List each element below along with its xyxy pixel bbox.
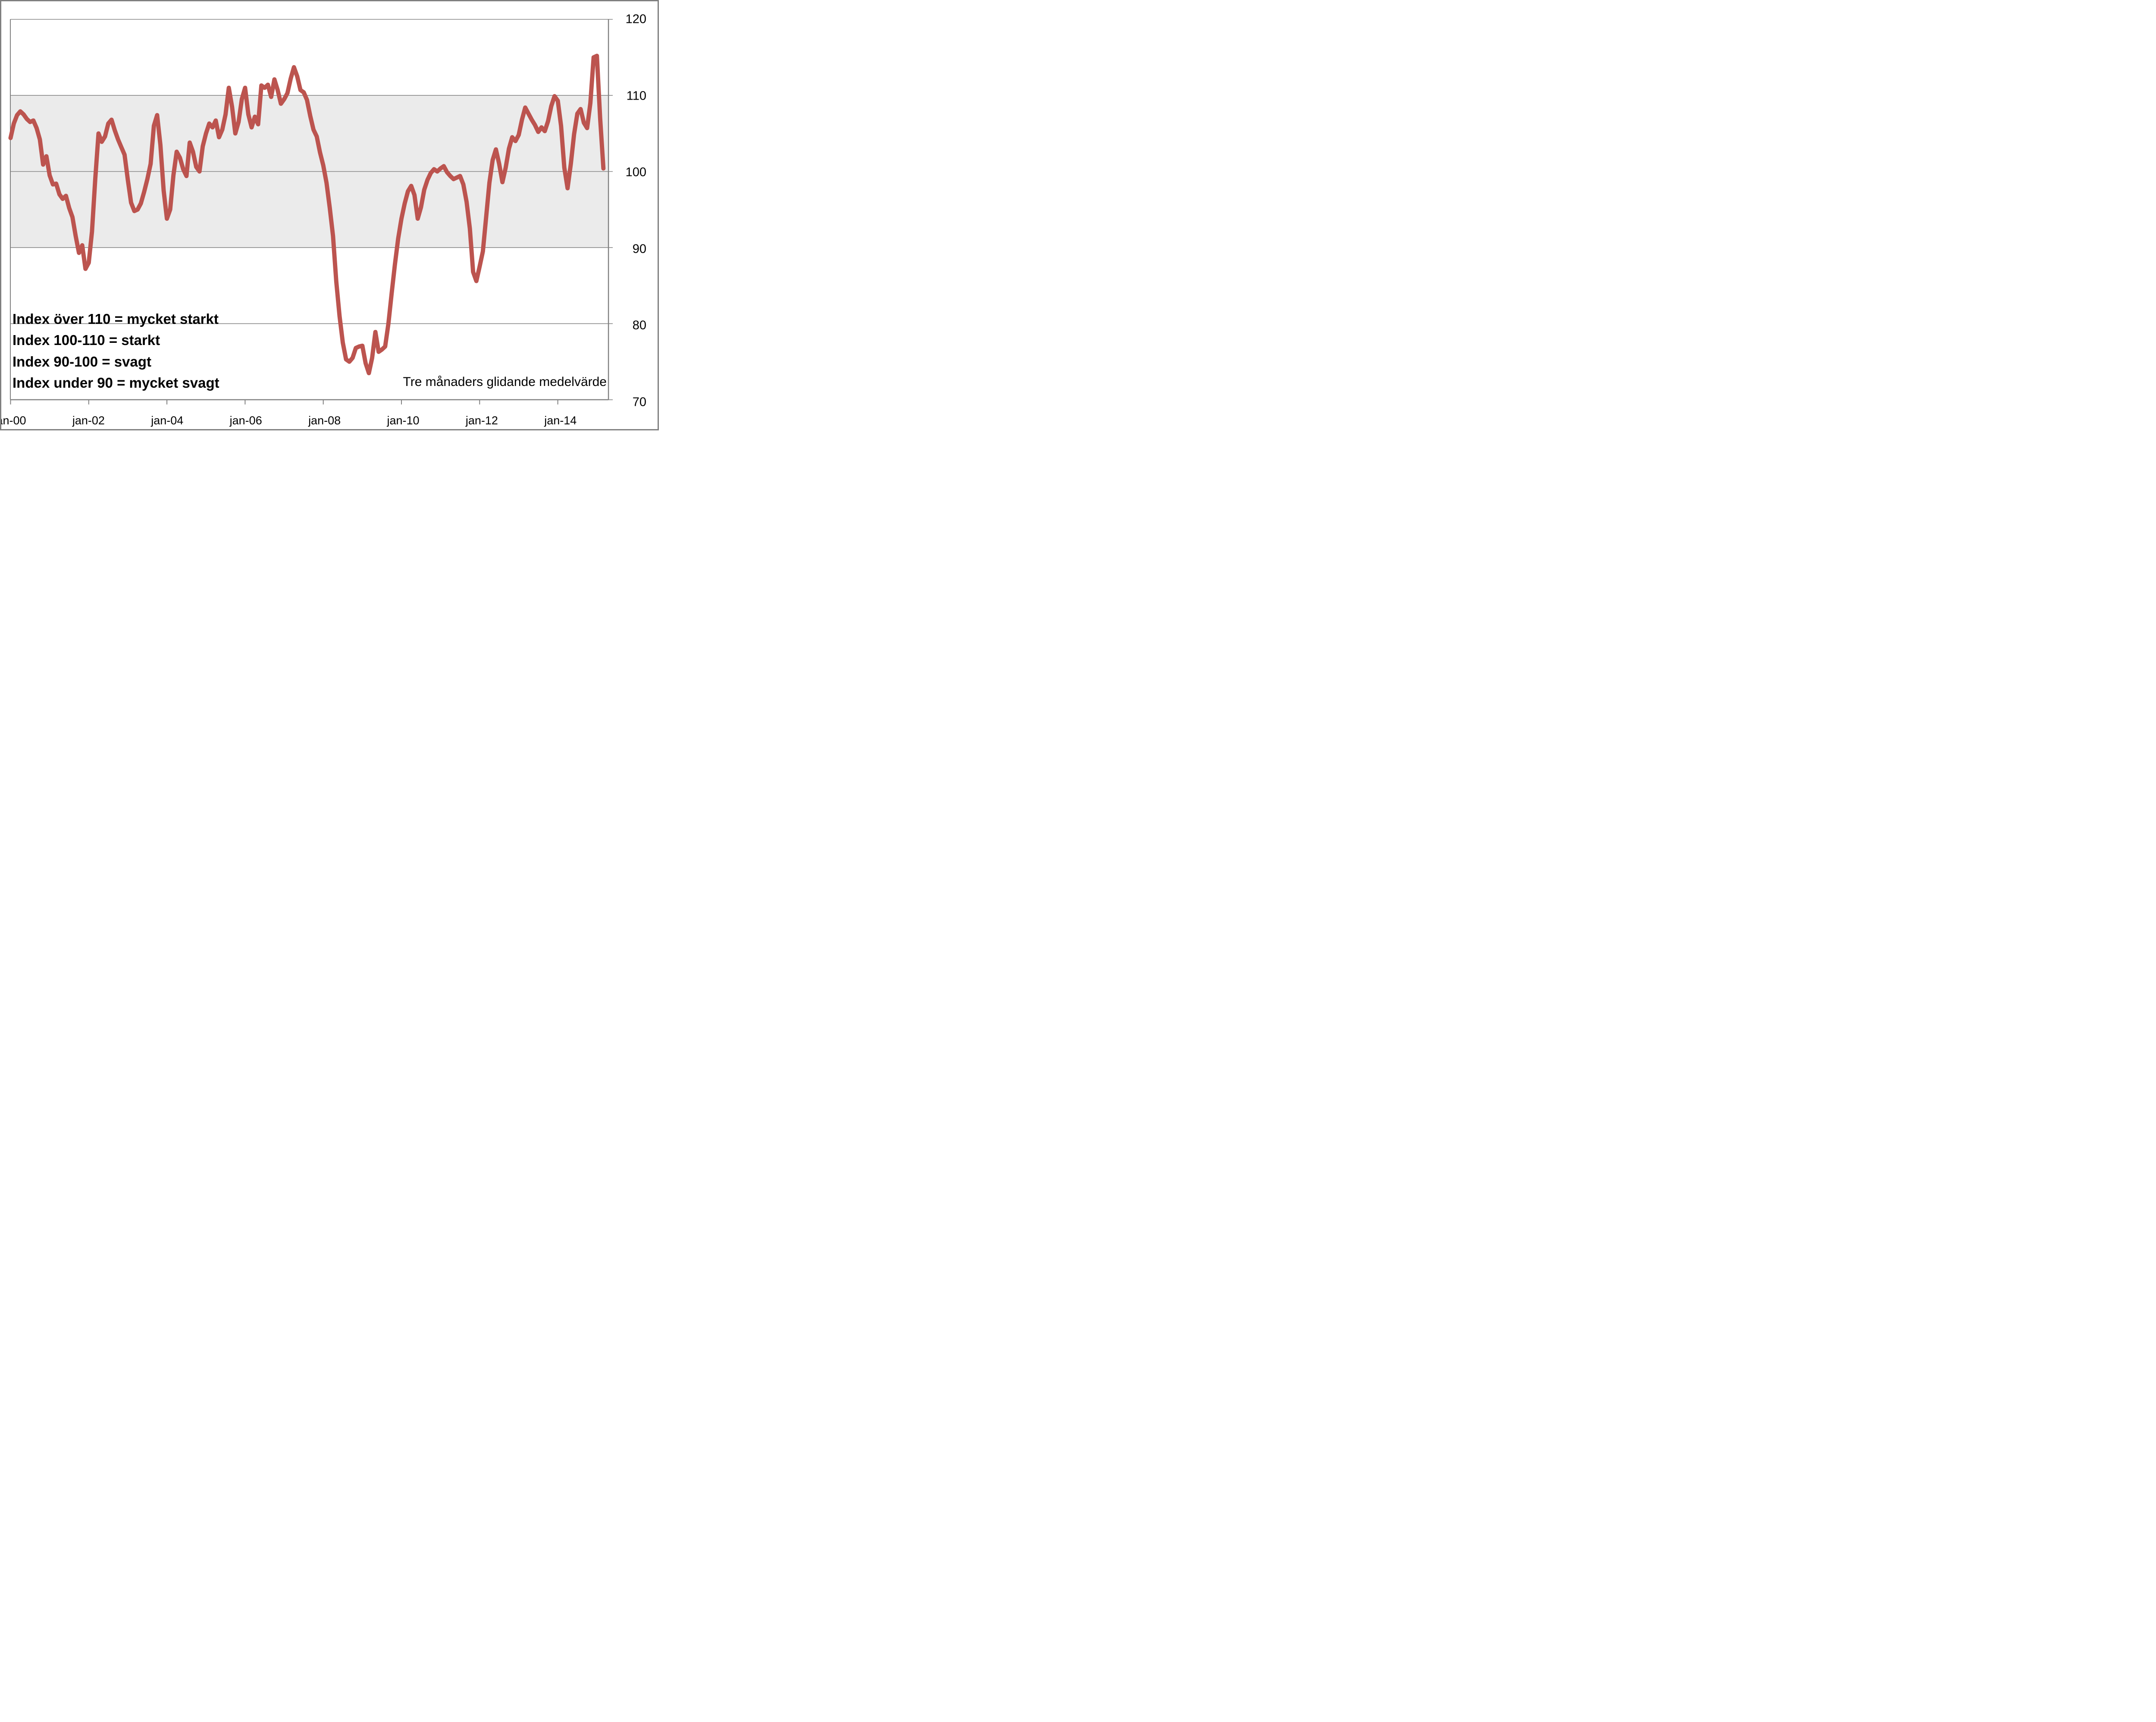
- note-line-mycket-svagt: Index under 90 = mycket svagt: [13, 374, 219, 391]
- y-tick-label-80: 80: [632, 318, 646, 332]
- y-tick-label-70: 70: [632, 395, 646, 409]
- x-tick-label-jan-00: jan-00: [1, 414, 26, 427]
- plot-frame: [9, 19, 609, 401]
- y-tick-label-120: 120: [625, 12, 646, 26]
- note-line-svagt: Index 90-100 = svagt: [13, 353, 151, 370]
- x-tick-label-jan-14: jan-14: [544, 414, 577, 427]
- x-tick-label-jan-10: jan-10: [387, 414, 420, 427]
- x-tick-label-jan-04: jan-04: [151, 414, 184, 427]
- chart-canvas: 120 110 100 90 80 70 jan-00 jan-02 jan-04 jan-06…: [0, 0, 659, 430]
- index-series-line: [8, 53, 606, 376]
- note-line-mycket-starkt: Index över 110 = mycket starkt: [13, 311, 219, 327]
- x-tick-label-jan-06: jan-06: [229, 414, 262, 427]
- axis-tick-marks: [10, 399, 558, 405]
- moving-average-footnote: Tre månaders glidande medelvärde: [403, 375, 607, 389]
- line-chart: [8, 19, 613, 405]
- note-line-starkt: Index 100-110 = starkt: [13, 332, 160, 348]
- x-tick-label-jan-02: jan-02: [72, 414, 105, 427]
- x-tick-label-jan-08: jan-08: [308, 414, 341, 427]
- y-tick-label-110: 110: [626, 89, 646, 103]
- index-interpretation-note: Index över 110 = mycket starkt Index 100…: [13, 308, 219, 393]
- x-tick-label-jan-12: jan-12: [465, 414, 498, 427]
- y-tick-label-90: 90: [632, 242, 646, 256]
- y-tick-label-100: 100: [625, 165, 646, 179]
